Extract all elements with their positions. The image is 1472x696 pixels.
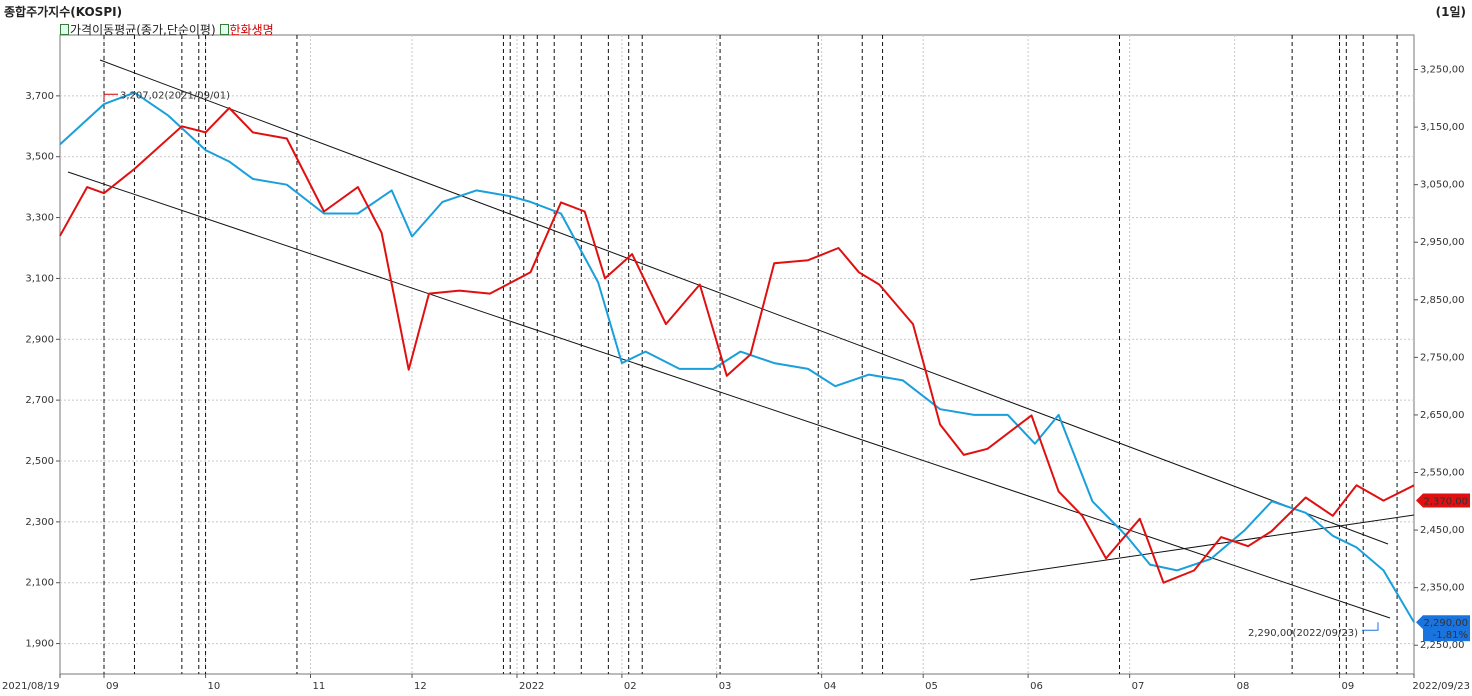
right-axis-tick-label: 2,650,00	[1420, 410, 1465, 421]
left-axis-tick-label: 3,700	[25, 91, 54, 102]
left-axis-tick-label: 3,300	[25, 213, 54, 224]
left-axis-tick-label: 2,900	[25, 334, 54, 345]
x-axis-tick-label: 2022	[519, 681, 544, 692]
value-badge-label: 2,290,00	[1423, 618, 1468, 629]
last-value-annotation-arrow	[1362, 622, 1379, 631]
value-badge-label: -1,81%	[1433, 630, 1468, 641]
right-axis-tick-label: 2,350,00	[1420, 583, 1465, 594]
legend-toggle-checkbox[interactable]	[219, 24, 229, 35]
left-axis-tick-label: 3,100	[25, 273, 54, 284]
value-badge	[1423, 628, 1470, 642]
x-axis-tick-label: 06	[1030, 681, 1043, 692]
x-axis-tick-label: 08	[1237, 681, 1250, 692]
left-axis-tick-label: 1,900	[25, 639, 54, 650]
right-axis-tick-label: 3,150,00	[1420, 122, 1465, 133]
left-axis-tick-label: 2,300	[25, 517, 54, 528]
left-axis-tick-label: 2,100	[25, 578, 54, 589]
value-badge	[1416, 615, 1470, 630]
x-axis-tick-label: 2021/08/19	[2, 681, 60, 692]
right-axis-tick-label: 2,450,00	[1420, 525, 1465, 536]
last-value-annotation-label: 2,290,00(2022/09/23)	[1248, 628, 1358, 639]
x-axis-tick-label: 12	[414, 681, 427, 692]
x-axis-tick-label: 2022/09/23	[1412, 681, 1470, 692]
max-annotation-arrow	[103, 93, 118, 101]
hanwha-life-line	[59, 107, 1415, 584]
left-axis-tick-label: 2,700	[25, 395, 54, 406]
x-axis-tick-label: 03	[719, 681, 732, 692]
legend: 가격이동평균(종가,단순이평) 한화생명	[60, 21, 274, 38]
x-axis-tick-label: 09	[1342, 681, 1355, 692]
max-annotation-label: 3,207,02(2021/09/01)	[120, 90, 230, 101]
right-axis-tick-label: 2,750,00	[1420, 352, 1465, 363]
x-axis-tick-label: 11	[312, 681, 325, 692]
support-line	[969, 514, 1415, 581]
chart-title: 종합주가지수(KOSPI)	[4, 5, 123, 19]
legend-toggle-checkbox[interactable]	[60, 24, 69, 35]
period-label: (1일)	[1435, 5, 1466, 19]
right-axis-tick-label: 3,050,00	[1420, 180, 1465, 191]
right-axis-tick-label: 2,850,00	[1420, 295, 1465, 306]
legend-item-moving-average[interactable]: 가격이동평균(종가,단순이평)	[70, 23, 216, 37]
right-axis-tick-label: 2,550,00	[1420, 468, 1465, 479]
x-axis-tick-label: 07	[1132, 681, 1145, 692]
x-axis-tick-label: 04	[824, 681, 837, 692]
right-axis-tick-label: 3,250,00	[1420, 65, 1465, 76]
left-axis-tick-label: 3,500	[25, 152, 54, 163]
right-axis-tick-label: 2,250,00	[1420, 640, 1465, 651]
x-axis-tick-label: 05	[925, 681, 938, 692]
right-axis-tick-label: 2,950,00	[1420, 237, 1465, 248]
x-axis-tick-label: 10	[208, 681, 221, 692]
left-axis-tick-label: 2,500	[25, 456, 54, 467]
legend-item-hanwha[interactable]: 한화생명	[229, 23, 274, 37]
value-badge	[1416, 493, 1470, 508]
trend-channel-lower	[67, 171, 1391, 619]
x-axis-tick-label: 09	[106, 681, 119, 692]
value-badge-label: 2,370,00	[1423, 497, 1468, 508]
x-axis-tick-label: 02	[624, 681, 637, 692]
trend-channel-upper	[99, 59, 1389, 545]
